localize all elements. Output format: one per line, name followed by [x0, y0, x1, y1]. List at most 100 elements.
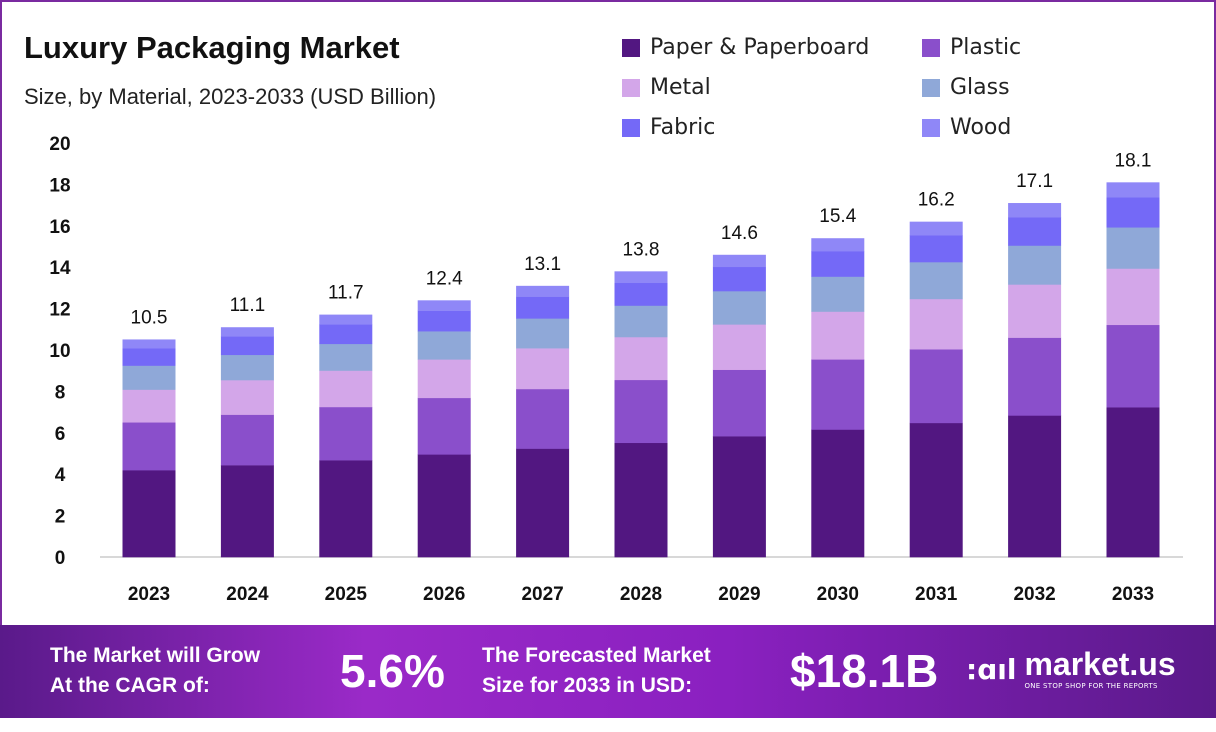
bar-segment-paper-paperboard — [122, 470, 176, 558]
legend-swatch — [622, 39, 640, 57]
legend-label: Paper & Paperboard — [650, 35, 870, 60]
bar-segment-glass — [614, 305, 668, 338]
bar-segment-metal — [417, 359, 471, 399]
bar-segment-fabric — [516, 296, 570, 319]
brand-name: market.us — [1024, 646, 1176, 682]
bar-total-label: 13.8 — [623, 239, 660, 260]
legend-item: Glass — [922, 74, 1062, 102]
bar-segment-wood — [1008, 203, 1062, 218]
y-tick-label: 14 — [49, 258, 71, 279]
bar-segment-paper-paperboard — [1106, 407, 1160, 558]
bar-segment-wood — [712, 254, 766, 268]
bar-segment-metal — [712, 324, 766, 370]
legend: Paper & Paperboard Plastic Metal Glass Fabri… — [622, 34, 1062, 142]
legend-swatch — [922, 119, 940, 137]
stacked-bar-chart: 0 2 4 6 8 10 12 14 16 18 20 10.5 2023 11.1 2024 11.7 202… — [49, 134, 1183, 605]
bar-segment-glass — [516, 318, 570, 349]
legend-item: Paper & Paperboard — [622, 34, 922, 62]
x-tick-label: 2030 — [817, 584, 859, 605]
bar-segment-plastic — [319, 406, 373, 461]
bar-segment-wood — [319, 314, 373, 325]
legend-label: Metal — [650, 75, 711, 100]
bar-segment-fabric — [220, 336, 274, 356]
bar-segment-paper-paperboard — [516, 448, 570, 558]
bar-segment-plastic — [1106, 324, 1160, 408]
bar-segment-glass — [1008, 245, 1062, 285]
legend-label: Plastic — [950, 35, 1022, 60]
bar-segment-metal — [1008, 284, 1062, 338]
bar-segment-plastic — [417, 397, 471, 455]
bottom-strip — [0, 718, 1216, 732]
bar-total-label: 10.5 — [131, 307, 168, 328]
legend-item: Plastic — [922, 34, 1062, 62]
legend-item: Fabric — [622, 114, 922, 142]
bar-segment-metal — [122, 389, 176, 423]
bar-segment-glass — [909, 262, 963, 300]
bar-segment-plastic — [712, 369, 766, 437]
bar-segment-glass — [319, 343, 373, 371]
bar-segment-paper-paperboard — [417, 454, 471, 558]
forecast-label: The Forecasted Market Size for 2033 in US… — [482, 641, 711, 701]
x-tick-label: 2027 — [521, 584, 563, 605]
cagr-label: The Market will Grow At the CAGR of: — [50, 641, 260, 701]
brand-logo: :ɑıl market.us ONE STOP SHOP FOR THE REP… — [966, 647, 1176, 691]
y-tick-label: 10 — [49, 341, 70, 362]
bar-segment-glass — [712, 291, 766, 325]
bar-segment-metal — [909, 298, 963, 350]
y-tick-label: 20 — [49, 134, 70, 155]
x-tick-label: 2032 — [1013, 584, 1055, 605]
bar-total-label: 16.2 — [918, 190, 955, 211]
y-tick-label: 0 — [55, 548, 66, 569]
bar-segment-fabric — [712, 266, 766, 292]
brand-logo-icon: :ɑıl — [966, 652, 1017, 686]
bar-total-label: 13.1 — [524, 254, 561, 275]
legend-swatch — [622, 79, 640, 97]
bar-segment-plastic — [516, 388, 570, 449]
legend-swatch — [922, 79, 940, 97]
bar-segment-wood — [909, 221, 963, 236]
bar-segment-paper-paperboard — [712, 436, 766, 558]
bar-segment-glass — [811, 276, 865, 312]
cagr-label-line1: The Market will Grow — [50, 644, 261, 667]
bar-segment-fabric — [614, 282, 668, 306]
y-tick-label: 4 — [55, 465, 66, 486]
x-tick-label: 2024 — [226, 584, 269, 605]
forecast-label-line2: Size for 2033 in USD: — [482, 674, 693, 697]
chart-title: Luxury Packaging Market — [24, 30, 400, 65]
bar-segment-paper-paperboard — [1008, 415, 1062, 558]
bar-segment-plastic — [614, 379, 668, 444]
bar-segment-plastic — [811, 359, 865, 430]
forecast-value: $18.1B — [790, 645, 939, 697]
bar-segment-wood — [614, 271, 668, 284]
chart-subtitle: Size, by Material, 2023-2033 (USD Billio… — [24, 84, 437, 109]
bar-segment-fabric — [909, 235, 963, 263]
legend-label: Glass — [950, 75, 1010, 100]
x-tick-label: 2033 — [1112, 584, 1154, 605]
bar-segment-metal — [614, 336, 668, 381]
cagr-value: 5.6% — [340, 645, 445, 697]
bar-segment-paper-paperboard — [614, 442, 668, 558]
bar-segment-paper-paperboard — [319, 460, 373, 558]
bar-segment-metal — [811, 311, 865, 360]
bar-total-label: 11.7 — [328, 283, 364, 304]
bar-segment-fabric — [1106, 197, 1160, 228]
bar-total-label: 12.4 — [426, 268, 463, 289]
bar-segment-plastic — [909, 349, 963, 424]
x-tick-label: 2031 — [915, 584, 958, 605]
x-tick-label: 2029 — [718, 584, 760, 605]
bar-segment-fabric — [122, 348, 176, 366]
bar-segment-paper-paperboard — [811, 429, 865, 558]
x-tick-label: 2023 — [128, 584, 170, 605]
x-tick-label: 2025 — [325, 584, 368, 605]
bar-segment-fabric — [811, 251, 865, 277]
x-tick-label: 2028 — [620, 584, 662, 605]
forecast-label-line1: The Forecasted Market — [482, 644, 711, 667]
y-tick-label: 16 — [49, 217, 70, 238]
x-tick-label: 2026 — [423, 584, 465, 605]
bar-segment-wood — [122, 339, 176, 349]
bar-segment-plastic — [1008, 337, 1062, 416]
bar-segment-metal — [516, 348, 570, 390]
legend-swatch — [922, 39, 940, 57]
bar-segment-wood — [417, 300, 471, 311]
bar-segment-metal — [319, 370, 373, 408]
